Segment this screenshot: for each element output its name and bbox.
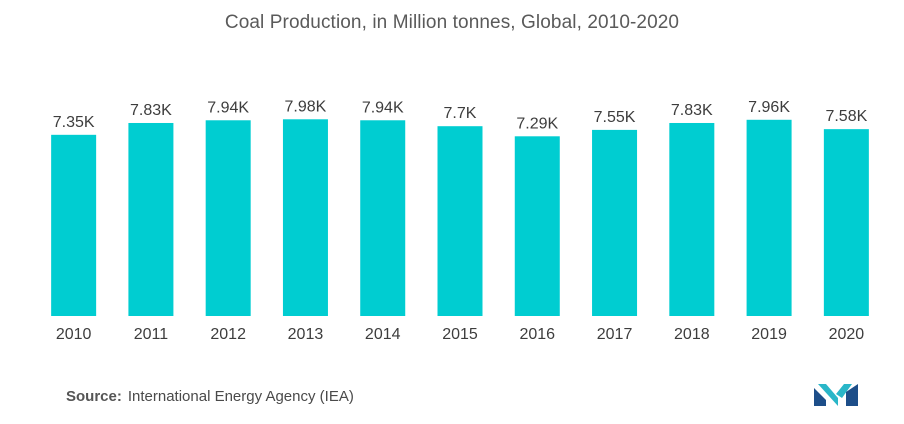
data-label-2013: 7.98K [285,98,327,115]
x-tick-label-2013: 2013 [288,326,324,343]
source-text: International Energy Agency (IEA) [127,388,354,405]
x-tick-label-2016: 2016 [519,326,555,343]
x-tick-label-2015: 2015 [442,326,478,343]
x-tick-label-2012: 2012 [210,326,246,343]
x-tick-label-2019: 2019 [751,326,787,343]
data-label-2017: 7.55K [594,109,636,126]
bar-2019 [746,119,792,316]
x-tick-label-2020: 2020 [829,326,865,343]
bar-2010 [51,134,97,316]
bar-2014 [360,120,406,316]
data-label-2018: 7.83K [671,102,713,119]
data-label-2012: 7.94K [207,99,249,116]
x-tick-label-2014: 2014 [365,326,401,343]
chart-title: Coal Production, in Million tonnes, Glob… [224,12,680,33]
source-note: Source: International Energy Agency (IEA) [66,388,354,405]
x-tick-label-2010: 2010 [56,326,92,343]
data-label-2014: 7.94K [362,99,404,116]
data-label-2011: 7.83K [130,102,172,119]
bar-2018 [669,122,715,317]
bar-2017 [592,129,638,316]
bar-2012 [205,120,251,316]
bar-2020 [823,129,869,316]
data-label-2020: 7.58K [825,108,867,125]
bar-2016 [514,136,560,316]
data-label-2010: 7.35K [53,114,95,131]
bar-2015 [437,126,483,316]
data-label-2016: 7.29K [516,115,558,132]
mordor-intelligence-logo-icon [814,384,858,406]
x-tick-label-2011: 2011 [134,326,169,343]
data-label-2019: 7.96K [748,99,790,116]
data-label-2015: 7.7K [444,105,477,122]
x-tick-label-2018: 2018 [674,326,710,343]
bar-2013 [282,119,328,316]
x-tick-label-2017: 2017 [597,326,633,343]
source-label: Source: [66,388,122,405]
bar-2011 [128,122,174,317]
